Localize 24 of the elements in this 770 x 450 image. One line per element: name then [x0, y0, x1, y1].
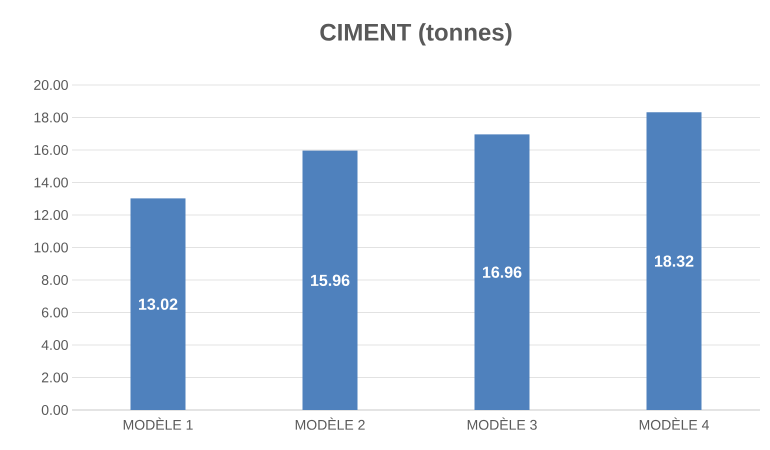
bar — [302, 150, 358, 410]
x-tick-label: MODÈLE 2 — [296, 418, 365, 430]
x-tick-label: MODÈLE 1 — [124, 418, 193, 430]
y-tick-label: 12.00 — [34, 210, 68, 220]
y-tick-label: 20.00 — [34, 80, 68, 90]
y-tick-label: 2.00 — [42, 372, 68, 382]
bar — [646, 112, 702, 410]
data-label: 13.02 — [138, 298, 178, 310]
chart-title: CIMENT (tonnes) — [320, 23, 512, 46]
data-label: 15.96 — [311, 274, 350, 286]
y-tick-label: 8.00 — [42, 275, 68, 285]
y-tick-label: 0.00 — [42, 405, 68, 415]
bar — [474, 134, 530, 410]
y-tick-label: 10.00 — [34, 242, 68, 252]
y-tick-label: 4.00 — [42, 340, 68, 350]
y-tick-label: 18.00 — [34, 112, 68, 122]
x-tick-label: MODÈLE 3 — [468, 418, 537, 430]
data-label: 18.32 — [655, 255, 694, 267]
y-tick-label: 16.00 — [34, 145, 68, 155]
x-tick-label: MODÈLE 4 — [640, 418, 709, 430]
y-tick-label: 14.00 — [34, 178, 68, 188]
bar — [130, 198, 186, 410]
data-label: 16.96 — [483, 266, 522, 278]
y-tick-label: 6.00 — [42, 308, 68, 318]
